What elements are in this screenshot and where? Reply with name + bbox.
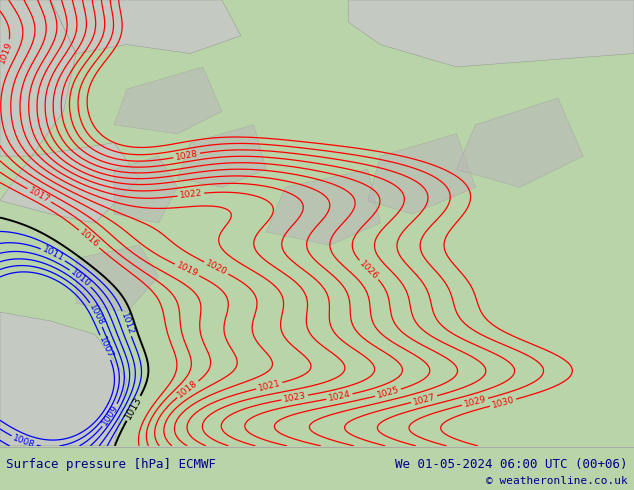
Text: 1008: 1008 xyxy=(11,433,36,450)
Text: 1013: 1013 xyxy=(123,395,144,421)
Text: 1027: 1027 xyxy=(412,392,436,406)
Text: We 01-05-2024 06:00 UTC (00+06): We 01-05-2024 06:00 UTC (00+06) xyxy=(395,458,628,471)
Text: 1017: 1017 xyxy=(27,186,51,205)
Text: 1030: 1030 xyxy=(491,395,515,410)
Text: 1016: 1016 xyxy=(77,228,101,250)
Polygon shape xyxy=(368,134,476,214)
Polygon shape xyxy=(114,67,222,134)
Polygon shape xyxy=(349,0,634,67)
Text: 1019: 1019 xyxy=(174,261,199,279)
Text: 1010: 1010 xyxy=(68,268,93,289)
Polygon shape xyxy=(76,245,158,312)
Text: 1008: 1008 xyxy=(87,302,106,327)
Text: 1019: 1019 xyxy=(0,40,14,65)
Polygon shape xyxy=(51,0,241,53)
Text: 1020: 1020 xyxy=(204,259,228,277)
Polygon shape xyxy=(0,0,76,156)
Polygon shape xyxy=(456,98,583,187)
Text: 1012: 1012 xyxy=(119,311,135,336)
Text: 1009: 1009 xyxy=(100,403,120,428)
Text: 1021: 1021 xyxy=(257,379,281,393)
Text: 1007: 1007 xyxy=(97,335,114,360)
Text: 1018: 1018 xyxy=(176,379,200,400)
Text: Surface pressure [hPa] ECMWF: Surface pressure [hPa] ECMWF xyxy=(6,458,216,471)
Text: 1024: 1024 xyxy=(327,390,351,403)
Text: © weatheronline.co.uk: © weatheronline.co.uk xyxy=(486,476,628,487)
Text: 1023: 1023 xyxy=(283,391,307,404)
Polygon shape xyxy=(178,125,266,187)
Polygon shape xyxy=(0,312,127,446)
Polygon shape xyxy=(0,143,139,223)
Text: 1026: 1026 xyxy=(358,259,380,281)
Text: 1029: 1029 xyxy=(463,394,487,409)
Polygon shape xyxy=(114,156,178,223)
Text: 1011: 1011 xyxy=(41,245,65,264)
Polygon shape xyxy=(266,170,380,245)
Text: 1022: 1022 xyxy=(179,189,203,200)
Text: 1025: 1025 xyxy=(376,386,400,400)
Text: 1028: 1028 xyxy=(174,149,198,162)
